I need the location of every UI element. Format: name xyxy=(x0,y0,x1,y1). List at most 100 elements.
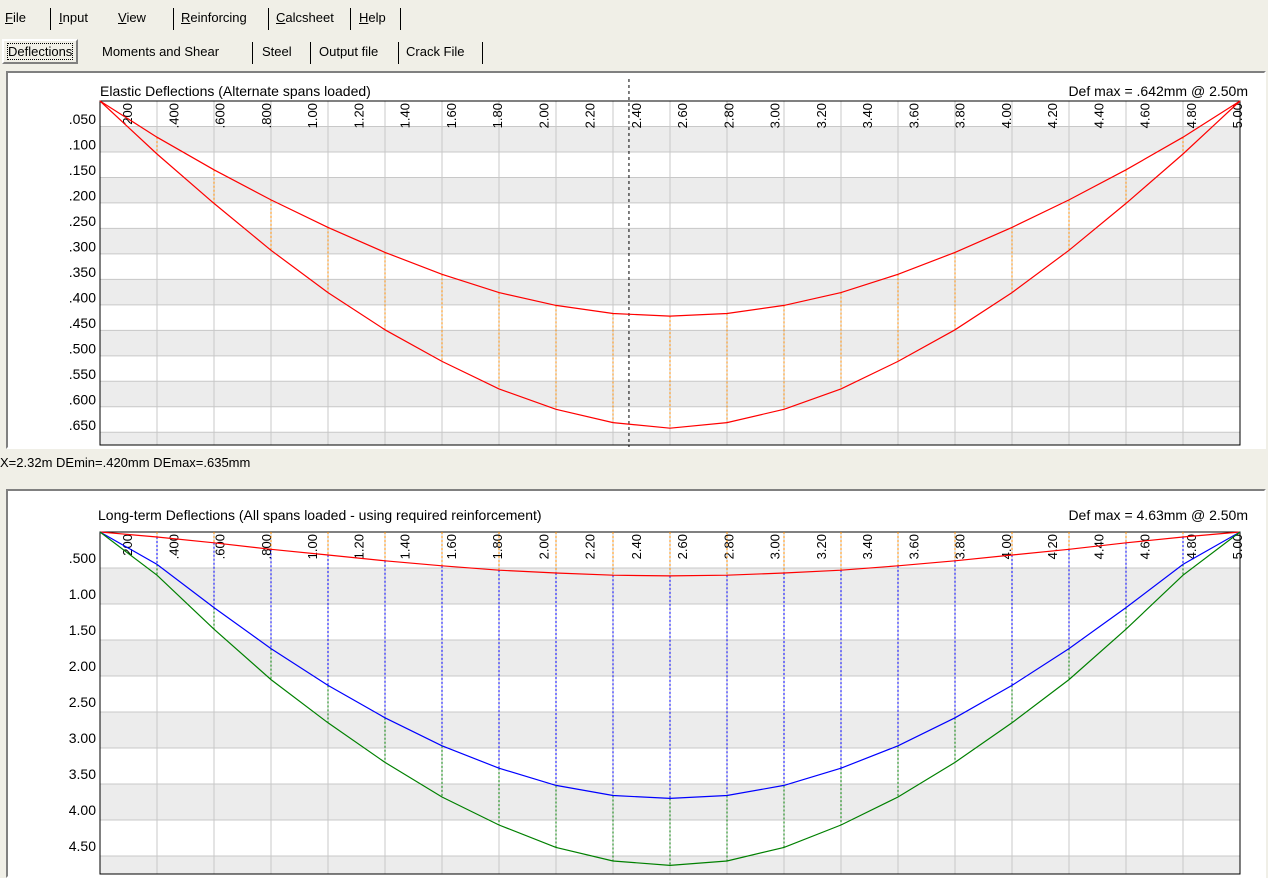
y-tick-label: 3.00 xyxy=(69,730,96,746)
menu-calcsheet-label: Calcsheet xyxy=(276,10,334,25)
plot-frame xyxy=(99,100,1241,446)
tab-separator xyxy=(398,42,399,64)
menu-view-label: View xyxy=(118,10,146,25)
x-tick-label: 2.40 xyxy=(629,534,644,559)
def-max-label: Def max = .642mm @ 2.50m xyxy=(1068,83,1248,99)
x-tick-label: 1.60 xyxy=(444,534,459,559)
x-tick-label: .600 xyxy=(213,103,228,128)
menu-help[interactable]: Help xyxy=(354,8,391,28)
x-tick-label: 3.00 xyxy=(768,103,783,128)
panel-title: Long-term Deflections (All spans loaded … xyxy=(98,507,542,523)
x-tick-label: 4.00 xyxy=(999,534,1014,559)
menu-separator xyxy=(50,8,51,30)
x-tick-label: 3.00 xyxy=(768,534,783,559)
x-tick-label: 4.40 xyxy=(1091,534,1106,559)
x-tick-label: .800 xyxy=(259,534,274,559)
y-tick-label: .300 xyxy=(69,239,96,255)
x-tick-label: 2.60 xyxy=(675,534,690,559)
y-tick-label: .500 xyxy=(69,340,96,356)
y-tick-label: .600 xyxy=(69,391,96,407)
x-tick-label: 3.20 xyxy=(814,534,829,559)
y-tick-label: 1.00 xyxy=(69,586,96,602)
menu-input[interactable]: Input xyxy=(54,8,93,28)
tab-deflections[interactable]: Deflections xyxy=(2,39,79,64)
tab-crack-label: Crack File xyxy=(406,44,465,59)
menu-view[interactable]: View xyxy=(113,8,151,28)
y-tick-label: 4.50 xyxy=(69,838,96,854)
x-tick-label: 5.00 xyxy=(1230,534,1245,559)
x-tick-label: 1.40 xyxy=(398,103,413,128)
deflection-curve-red xyxy=(99,100,1241,429)
cursor-readout: X=2.32m DEmin=.420mm DEmax=.635mm xyxy=(0,455,251,470)
tab-separator xyxy=(252,42,253,64)
x-tick-label: 4.60 xyxy=(1138,534,1153,559)
x-tick-label: 4.00 xyxy=(999,103,1014,128)
menu-reinforcing-label: Reinforcing xyxy=(181,10,247,25)
y-tick-label: .350 xyxy=(69,264,96,280)
x-tick-label: 1.00 xyxy=(305,103,320,128)
menu-separator xyxy=(173,8,174,30)
elastic-deflection-chart[interactable]: .050 .100 .150 .200 .250 .300 .350 .400 .450 .500… xyxy=(8,73,1264,447)
x-tick-label: 1.00 xyxy=(305,534,320,559)
deflection-curve-red xyxy=(99,531,1241,577)
menu-file-label: File xyxy=(5,10,26,25)
menu-separator xyxy=(350,8,351,30)
x-tick-label: .800 xyxy=(259,103,274,128)
x-tick-label: 2.40 xyxy=(629,103,644,128)
x-tick-label: 4.80 xyxy=(1184,534,1199,559)
x-tick-label: .400 xyxy=(166,534,181,559)
menu-file[interactable]: File xyxy=(0,8,31,28)
y-tick-label: .650 xyxy=(69,417,96,433)
x-tick-label: 1.80 xyxy=(490,534,505,559)
x-tick-label: 2.80 xyxy=(721,103,736,128)
y-tick-label: .100 xyxy=(69,137,96,153)
menu-help-label: Help xyxy=(359,10,386,25)
y-tick-label: .550 xyxy=(69,366,96,382)
panel-title: Elastic Deflections (Alternate spans loa… xyxy=(100,83,371,99)
y-tick-label: 1.50 xyxy=(69,622,96,638)
menu-reinforcing[interactable]: Reinforcing xyxy=(176,8,252,28)
elastic-deflections-panel: Elastic Deflections (Alternate spans loa… xyxy=(6,71,1266,449)
tab-moments-and-shear[interactable]: Moments and Shear xyxy=(98,41,223,62)
tab-deflections-label: Deflections xyxy=(6,43,74,60)
y-tick-label: .200 xyxy=(69,188,96,204)
x-tick-label: 1.20 xyxy=(351,534,366,559)
tab-crack-file[interactable]: Crack File xyxy=(402,41,469,62)
x-tick-label: 1.20 xyxy=(351,103,366,128)
def-max-label: Def max = 4.63mm @ 2.50m xyxy=(1068,507,1248,523)
x-tick-label: 3.60 xyxy=(906,103,921,128)
x-tick-label: 3.80 xyxy=(953,103,968,128)
x-tick-label: 5.00 xyxy=(1230,103,1245,128)
x-tick-label: 4.80 xyxy=(1184,103,1199,128)
long-term-deflection-chart[interactable]: .5001.001.502.002.503.003.504.004.50200.… xyxy=(8,491,1264,876)
y-tick-label: 4.00 xyxy=(69,802,96,818)
y-tick-label: 3.50 xyxy=(69,766,96,782)
tab-moments-label: Moments and Shear xyxy=(102,44,220,59)
x-tick-label: 3.40 xyxy=(860,534,875,559)
deflection-curve-blue xyxy=(99,531,1241,800)
x-tick-label: 3.60 xyxy=(906,534,921,559)
y-tick-label: .050 xyxy=(69,111,96,127)
tab-steel[interactable]: Steel xyxy=(258,41,296,62)
x-tick-label: 2.20 xyxy=(583,103,598,128)
x-tick-label: 3.40 xyxy=(860,103,875,128)
x-tick-label: .400 xyxy=(166,103,181,128)
menu-calcsheet[interactable]: Calcsheet xyxy=(271,8,339,28)
x-tick-label: 2.20 xyxy=(583,534,598,559)
x-tick-label: 2.60 xyxy=(675,103,690,128)
tab-separator xyxy=(310,42,311,64)
x-tick-label: 4.20 xyxy=(1045,103,1060,128)
x-tick-label: 4.60 xyxy=(1138,103,1153,128)
x-tick-label: 3.20 xyxy=(814,103,829,128)
view-tabs: Deflections Moments and Shear Steel Outp… xyxy=(0,38,1268,66)
menu-input-label: Input xyxy=(59,10,88,25)
deflection-curve-green xyxy=(99,531,1241,867)
tab-output-label: Output file xyxy=(319,44,379,59)
y-tick-label: 2.00 xyxy=(69,658,96,674)
x-tick-label: 1.40 xyxy=(398,534,413,559)
tab-separator xyxy=(482,42,483,64)
tab-output-file[interactable]: Output file xyxy=(315,41,382,62)
y-tick-label: .500 xyxy=(69,550,96,566)
y-tick-label: .150 xyxy=(69,162,96,178)
x-tick-label: .600 xyxy=(213,534,228,559)
